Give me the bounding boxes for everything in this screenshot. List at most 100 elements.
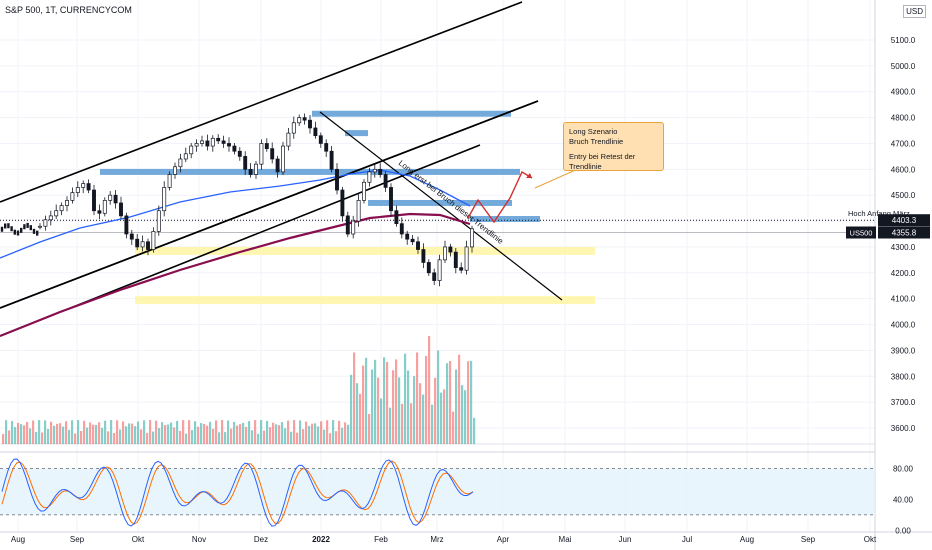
candle-body (13, 229, 16, 235)
candle-body (59, 205, 64, 212)
volume-bar (170, 422, 173, 444)
volume-bar (407, 370, 410, 444)
candle-body (23, 224, 26, 230)
volume-bar (68, 429, 71, 444)
candle-body (200, 140, 204, 144)
candle-body (448, 246, 453, 253)
volume-bar (233, 421, 236, 444)
volume-bar (383, 357, 386, 444)
price-tick-label: 3900.0 (891, 346, 916, 355)
candle-body (291, 122, 296, 134)
price-tick-label: 5000.0 (891, 62, 916, 71)
volume-bar (197, 426, 200, 444)
candle-body (243, 156, 248, 170)
bubble-line-3: Entry bei Retest der Trendlinie (569, 152, 636, 171)
volume-bar (437, 350, 440, 444)
volume-bar (50, 421, 53, 444)
volume-bar (200, 423, 203, 444)
candle-body (410, 238, 415, 243)
volume-bar (248, 421, 251, 444)
volume-bar (59, 423, 62, 444)
volume-bar (401, 403, 404, 444)
candle-body (102, 200, 107, 214)
candle-body (32, 228, 36, 234)
volume-bar (98, 422, 101, 444)
candle-body (16, 230, 20, 236)
volume-bar (134, 426, 137, 444)
volume-bar (53, 425, 56, 444)
volume-bar (221, 420, 224, 444)
volume-bar (353, 352, 356, 444)
volume-bar (65, 421, 68, 444)
volume-bar (326, 420, 329, 444)
candle-body (162, 187, 167, 212)
price-zones (0, 110, 876, 305)
candle-body (129, 233, 134, 240)
volume-bar (227, 420, 230, 444)
volume-bar (215, 420, 218, 444)
volume-bar (467, 361, 470, 444)
volume-bar (275, 424, 278, 444)
volume-bar (116, 420, 119, 444)
candle-body (97, 210, 102, 214)
candle-body (29, 225, 32, 231)
volume-bar (140, 429, 143, 444)
volume-bar (77, 420, 80, 444)
volume-bar (458, 354, 461, 444)
volume-bar (359, 393, 362, 444)
price-tick-label: 3800.0 (891, 372, 916, 381)
volume-bars (2, 336, 476, 444)
currency-badge[interactable]: USD (903, 5, 926, 18)
volume-bar (425, 356, 428, 444)
volume-bar (446, 363, 449, 444)
osc-band (0, 468, 875, 515)
volume-bar (89, 422, 92, 444)
volume-bar (104, 420, 107, 444)
annotation-bubble[interactable]: Long Szenario Bruch Trendlinie Entry bei… (563, 122, 664, 171)
volume-bar (464, 390, 467, 444)
volume-bar (110, 420, 113, 444)
volume-bar (206, 425, 209, 444)
candle-body (443, 246, 447, 261)
candle-body (216, 137, 221, 142)
volume-bar (38, 420, 41, 444)
volume-bar (299, 420, 302, 444)
volume-bar (152, 431, 155, 444)
volume-bar (455, 369, 458, 444)
candle-body (259, 143, 264, 165)
volume-bar (128, 423, 131, 444)
volume-bar (194, 421, 197, 444)
candle-body (173, 166, 177, 175)
candle-body (92, 189, 96, 212)
candle-body (54, 210, 59, 217)
price-tick-label: 4900.0 (891, 88, 916, 97)
osc-k-line (1, 458, 474, 527)
volume-bar (236, 425, 239, 444)
candle-body (453, 251, 458, 268)
volume-bar (239, 424, 242, 444)
volume-bar (95, 424, 98, 444)
volume-bar (5, 420, 8, 444)
candle-body (389, 187, 393, 212)
volume-bar (74, 433, 77, 444)
volume-bar (266, 420, 269, 444)
candle-body (356, 200, 361, 222)
candle-body (167, 174, 172, 188)
candle-body (113, 194, 118, 204)
volume-bar (218, 432, 221, 444)
volume-bar (158, 428, 161, 444)
candle-body (221, 140, 226, 144)
volume-bar (422, 394, 425, 444)
candle-body (119, 202, 123, 217)
hoch-level-label: Hoch Anfang März (848, 209, 910, 218)
time-tick-label: Nov (192, 535, 206, 544)
price-tick-label: 4700.0 (891, 139, 916, 148)
resistance-zone (100, 168, 520, 175)
candle-body (394, 210, 399, 225)
candle-body (351, 220, 356, 235)
volume-bar (278, 425, 281, 444)
candle-body (399, 223, 404, 235)
candle-body (340, 189, 345, 217)
volume-bar (320, 421, 323, 444)
